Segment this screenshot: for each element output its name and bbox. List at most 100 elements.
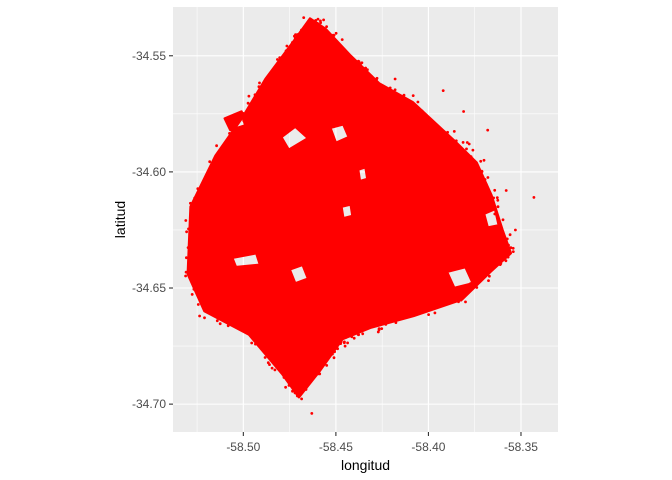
data-point xyxy=(446,130,449,134)
data-point xyxy=(232,127,236,130)
data-point xyxy=(239,111,242,115)
data-point xyxy=(196,279,200,283)
data-point xyxy=(316,21,319,25)
data-point xyxy=(333,42,337,46)
data-point xyxy=(495,262,498,266)
data-point xyxy=(461,141,465,144)
data-point xyxy=(235,120,238,124)
data-point xyxy=(276,58,279,61)
data-point xyxy=(333,350,336,354)
data-point xyxy=(228,132,231,135)
data-point xyxy=(342,53,345,57)
data-point xyxy=(496,198,500,202)
data-point xyxy=(304,383,307,387)
y-tick-label: -34.65 xyxy=(132,281,166,295)
data-point xyxy=(414,312,418,316)
data-point xyxy=(190,293,194,296)
data-point xyxy=(427,307,431,311)
data-point xyxy=(193,196,197,200)
data-point xyxy=(197,191,201,195)
data-point xyxy=(279,58,283,62)
data-point xyxy=(218,322,222,326)
data-point xyxy=(316,17,320,21)
data-point xyxy=(486,199,490,203)
data-point xyxy=(366,68,369,72)
data-point xyxy=(484,182,488,186)
data-point xyxy=(484,189,487,193)
data-point xyxy=(492,196,495,200)
data-point xyxy=(291,41,294,44)
data-point xyxy=(295,394,299,398)
data-point xyxy=(411,94,415,97)
data-point xyxy=(247,94,251,98)
data-point xyxy=(185,256,188,260)
data-point xyxy=(305,22,308,26)
data-point xyxy=(416,100,420,104)
data-point xyxy=(378,321,382,325)
data-point xyxy=(483,178,487,181)
data-point xyxy=(478,173,481,177)
data-point xyxy=(462,110,465,113)
data-point xyxy=(214,160,218,163)
data-point xyxy=(508,233,512,237)
data-point xyxy=(420,109,424,113)
data-point xyxy=(206,307,210,310)
data-point xyxy=(443,131,446,135)
data-point xyxy=(240,114,244,118)
data-point xyxy=(187,227,190,231)
data-point xyxy=(393,77,397,81)
data-point xyxy=(332,34,336,37)
data-point xyxy=(291,383,295,386)
data-point xyxy=(505,237,509,241)
data-point xyxy=(384,323,388,326)
data-point xyxy=(184,274,188,278)
x-axis: -58.50 -58.45 -58.40 -58.35 xyxy=(226,432,538,454)
data-point xyxy=(373,319,377,322)
data-point xyxy=(468,159,472,162)
data-point xyxy=(328,38,332,42)
data-point xyxy=(473,161,477,165)
data-point xyxy=(444,303,447,306)
data-point xyxy=(509,246,513,250)
data-point xyxy=(394,93,398,97)
data-point xyxy=(257,85,261,89)
data-point xyxy=(286,47,290,51)
data-point xyxy=(486,176,490,179)
data-point xyxy=(411,101,414,105)
data-point xyxy=(192,225,196,229)
data-point xyxy=(350,60,354,64)
data-point xyxy=(454,139,458,143)
data-point xyxy=(291,389,294,393)
data-point xyxy=(344,333,348,337)
data-point xyxy=(352,336,356,340)
data-point xyxy=(444,133,448,137)
data-point xyxy=(300,397,303,401)
data-point xyxy=(461,292,465,296)
data-point xyxy=(253,93,257,97)
data-point xyxy=(184,270,188,274)
data-point xyxy=(380,327,384,330)
data-point xyxy=(411,310,415,314)
data-point xyxy=(441,134,445,138)
data-point xyxy=(507,243,510,247)
data-point xyxy=(486,203,490,207)
data-point xyxy=(207,179,211,182)
data-point xyxy=(210,174,213,178)
point-cloud xyxy=(186,17,513,399)
data-point xyxy=(377,327,381,330)
x-tick-label: -58.45 xyxy=(319,440,353,454)
data-point xyxy=(500,241,503,245)
data-point xyxy=(302,386,306,390)
data-point xyxy=(329,36,333,39)
data-point xyxy=(532,196,536,199)
data-point xyxy=(375,87,379,91)
data-point xyxy=(278,56,282,59)
data-point xyxy=(465,147,468,151)
data-point xyxy=(332,356,336,360)
data-point xyxy=(422,308,426,312)
data-point xyxy=(266,361,270,365)
data-point xyxy=(275,65,279,69)
data-point xyxy=(433,311,437,315)
data-point xyxy=(379,85,383,89)
data-point xyxy=(253,339,257,343)
